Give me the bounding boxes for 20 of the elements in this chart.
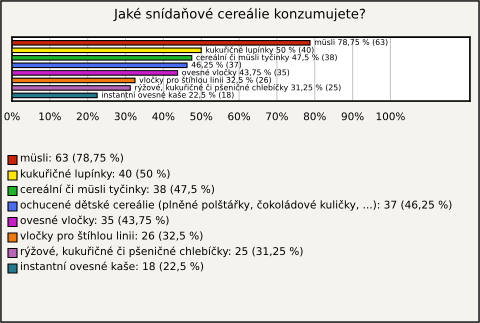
legend-label: kukuřičné lupínky: 40 (50 %) — [20, 169, 170, 180]
x-tick-label: 80% — [304, 112, 326, 120]
legend-label: vločky pro štíhlou linii: 26 (32,5 %) — [20, 231, 202, 242]
chart-title: Jaké snídaňové cereálie konzumujete? — [113, 8, 366, 22]
x-tick-label: 50% — [190, 112, 212, 120]
x-tick-label: 70% — [266, 112, 288, 120]
legend-label: rýžové, kukuřičné či pšeničné chlebíčky: 25 (31,25 %) — [20, 246, 303, 258]
legend-label: cereální či müsli tyčinky: 38 (47,5 %) — [20, 184, 214, 196]
x-tick-label: 100% — [376, 112, 405, 120]
legend-label: müsli: 63 (78,75 %) — [20, 154, 123, 163]
legend-label: ochucené dětské cereálie (plněné polštářky, čokoládové kuličky, ...): 37 (46,25 %) — [20, 200, 452, 211]
x-tick-label: 60% — [228, 112, 250, 120]
x-tick-label: 40% — [152, 112, 174, 120]
x-tick-label: 90% — [342, 112, 364, 120]
x-tick-label: 30% — [114, 112, 137, 120]
legend-label: instantní ovesné kaše: 18 (22,5 %) — [20, 262, 204, 272]
x-tick-label: 10% — [39, 112, 61, 120]
x-tick-label: 0% — [4, 112, 20, 120]
x-tick-label: 20% — [76, 112, 99, 120]
legend-label: ovesné vločky: 35 (43,75 %) — [20, 216, 169, 226]
